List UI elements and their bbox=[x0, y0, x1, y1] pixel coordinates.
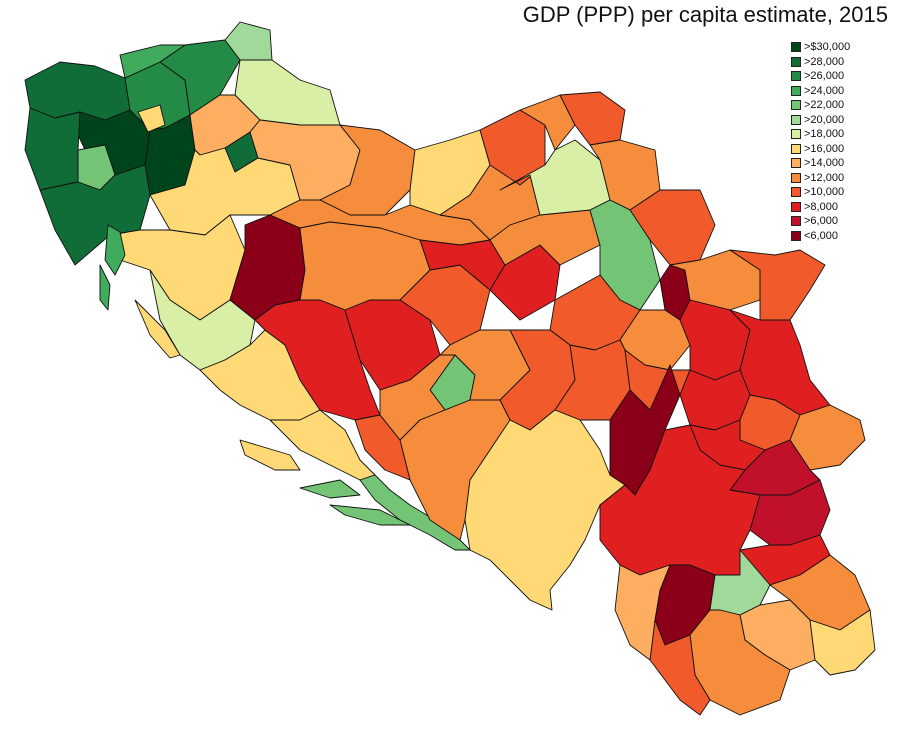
region bbox=[159, 39, 241, 116]
region bbox=[354, 414, 411, 481]
legend-item: >10,000 bbox=[791, 185, 850, 200]
legend-label: >28,000 bbox=[804, 55, 845, 68]
legend-item: >16,000 bbox=[791, 142, 850, 157]
legend-swatch bbox=[791, 187, 801, 198]
legend-item: >24,000 bbox=[791, 84, 850, 99]
region bbox=[649, 619, 711, 716]
legend-swatch bbox=[791, 100, 801, 111]
legend-item: >26,000 bbox=[791, 69, 850, 84]
region bbox=[134, 299, 181, 359]
region bbox=[24, 61, 131, 121]
legend-label: >22,000 bbox=[804, 99, 845, 112]
region bbox=[809, 609, 876, 676]
legend-label: >$30,000 bbox=[804, 41, 851, 54]
legend-swatch bbox=[791, 230, 801, 241]
legend-item: >28,000 bbox=[791, 55, 850, 70]
legend-swatch bbox=[791, 56, 801, 67]
legend-item: >$30,000 bbox=[791, 40, 850, 55]
legend-swatch bbox=[791, 201, 801, 212]
legend-item: <6,000 bbox=[791, 229, 850, 244]
region bbox=[299, 479, 361, 499]
legend-swatch bbox=[791, 172, 801, 183]
region bbox=[614, 564, 671, 661]
legend-item: >20,000 bbox=[791, 113, 850, 128]
legend-swatch bbox=[791, 71, 801, 82]
region bbox=[24, 107, 81, 191]
legend-label: >16,000 bbox=[804, 142, 845, 155]
map-title: GDP (PPP) per capita estimate, 2015 bbox=[522, 2, 888, 27]
legend-label: >8,000 bbox=[804, 200, 838, 213]
legend-swatch bbox=[791, 129, 801, 140]
region bbox=[239, 439, 301, 471]
region bbox=[589, 199, 661, 311]
legend-label: <6,000 bbox=[804, 229, 838, 242]
region bbox=[329, 504, 411, 526]
region bbox=[729, 249, 826, 321]
legend-item: >12,000 bbox=[791, 171, 850, 186]
region bbox=[137, 104, 166, 133]
region bbox=[269, 409, 376, 481]
region bbox=[629, 189, 716, 266]
legend-swatch bbox=[791, 42, 801, 53]
legend-label: >10,000 bbox=[804, 186, 845, 199]
legend-label: >6,000 bbox=[804, 215, 838, 228]
legend-swatch bbox=[791, 114, 801, 125]
region bbox=[464, 409, 626, 611]
region bbox=[99, 264, 111, 311]
legend-swatch bbox=[791, 158, 801, 169]
region bbox=[119, 44, 186, 79]
legend-swatch bbox=[791, 216, 801, 227]
region bbox=[104, 224, 126, 276]
legend: >$30,000 >28,000 >26,000 >24,000 >22,000… bbox=[791, 40, 850, 243]
legend-item: >22,000 bbox=[791, 98, 850, 113]
legend-label: >14,000 bbox=[804, 157, 845, 170]
region bbox=[224, 21, 273, 61]
region bbox=[679, 299, 751, 381]
legend-swatch bbox=[791, 143, 801, 154]
legend-label: >24,000 bbox=[804, 84, 845, 97]
region bbox=[254, 299, 381, 421]
legend-label: >12,000 bbox=[804, 171, 845, 184]
legend-item: >14,000 bbox=[791, 156, 850, 171]
region bbox=[359, 474, 471, 551]
legend-label: >18,000 bbox=[804, 128, 845, 141]
legend-item: >18,000 bbox=[791, 127, 850, 142]
legend-item: >8,000 bbox=[791, 200, 850, 215]
legend-label: >20,000 bbox=[804, 113, 845, 126]
region bbox=[519, 94, 576, 151]
legend-swatch bbox=[791, 85, 801, 96]
legend-item: >6,000 bbox=[791, 214, 850, 229]
legend-label: >26,000 bbox=[804, 70, 845, 83]
